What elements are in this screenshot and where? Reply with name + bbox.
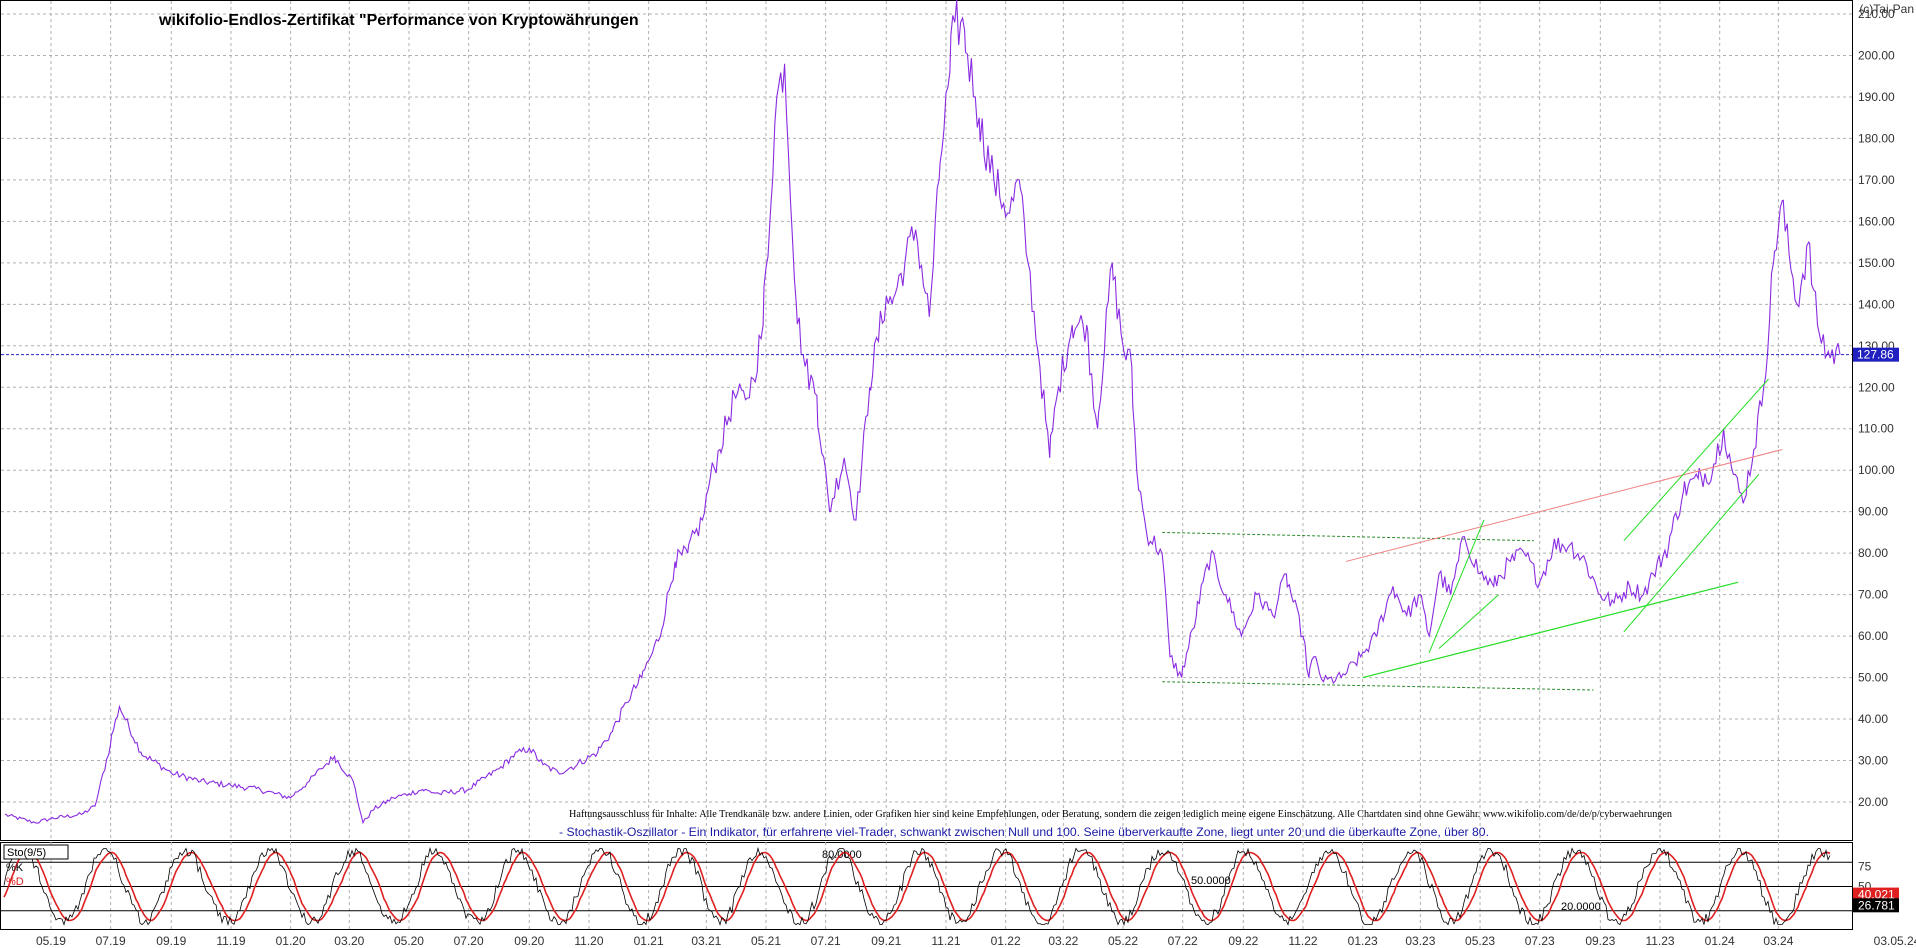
- y-tick-label: 120.00: [1858, 380, 1895, 394]
- last-price-badge: [1853, 347, 1899, 362]
- y-tick-label: 60.00: [1858, 629, 1888, 643]
- y-tick-label: 140.00: [1858, 297, 1895, 311]
- x-tick-label: 11.22: [1288, 934, 1317, 948]
- y-tick-label: 190.00: [1858, 90, 1895, 104]
- stochastic-title-box: [3, 844, 69, 860]
- x-tick-label: 03.22: [1048, 934, 1078, 948]
- y-tick-label: 150.00: [1858, 256, 1895, 270]
- x-tick-label: 03.21: [691, 934, 721, 948]
- short-channel-lower-line: [1438, 594, 1499, 649]
- stochastic-d-line: [3, 851, 1831, 922]
- x-tick-label: 05.20: [394, 934, 424, 948]
- x-tick-label: 07.21: [811, 934, 841, 948]
- channel-lower-line: [1162, 681, 1594, 691]
- stochastic-d-badge: [1853, 898, 1899, 913]
- x-tick-label: 03.23: [1405, 934, 1435, 948]
- stochastic-d-value: 26.781: [1858, 898, 1895, 912]
- x-tick-label: 11.23: [1645, 934, 1674, 948]
- x-tick-label: 01.22: [991, 934, 1021, 948]
- support-trend-line: [1362, 581, 1739, 679]
- stochastic-level-50-label: 50.0000: [1191, 875, 1231, 887]
- y-tick-label: 170.00: [1858, 173, 1895, 187]
- y-tick-label: 90.00: [1858, 505, 1888, 519]
- x-tick-label: 09.22: [1228, 934, 1258, 948]
- chart-title: wikifolio-Endlos-Zertifikat "Performance…: [158, 12, 639, 29]
- y-tick-label: 180.00: [1858, 131, 1895, 145]
- stochastic-k-legend: %K: [6, 862, 24, 874]
- x-tick-label: 07.23: [1525, 934, 1555, 948]
- x-tick-label: 03.20: [334, 934, 364, 948]
- x-tick-label: 01.24: [1705, 934, 1735, 948]
- rising-channel-lower-line: [1623, 474, 1760, 633]
- x-tick-label: 03.24: [1763, 934, 1793, 948]
- x-end-date-label: 03.05.24: [1874, 934, 1916, 948]
- x-tick-label: 01.23: [1348, 934, 1378, 948]
- y-tick-label: 40.00: [1858, 712, 1888, 726]
- x-tick-label: 09.20: [514, 934, 544, 948]
- x-tick-label: 09.21: [871, 934, 901, 948]
- stochastic-title: Sto(9/5): [7, 847, 46, 859]
- x-tick-label: 01.20: [276, 934, 306, 948]
- y-tick-label: 110.00: [1858, 422, 1894, 436]
- x-tick-label: 05.19: [36, 934, 66, 948]
- x-tick-label: 05.23: [1465, 934, 1495, 948]
- price-series-line: [4, 0, 1841, 825]
- channel-upper-line: [1162, 531, 1534, 542]
- x-tick-label: 07.22: [1168, 934, 1198, 948]
- last-price-label: 127.86: [1857, 348, 1894, 362]
- x-tick-label: 11.21: [931, 934, 960, 948]
- stochastic-level-20-label: 20.0000: [1561, 901, 1601, 913]
- x-tick-label: 11.19: [216, 934, 245, 948]
- x-tick-label: 09.19: [156, 934, 186, 948]
- disclaimer-text: Haftungsausschluss für Inhalte: Alle Tre…: [569, 809, 1673, 820]
- x-tick-label: 01.21: [634, 934, 664, 948]
- y-tick-label: 80.00: [1858, 546, 1888, 560]
- copyright-label: (c)Tai-Pan: [1859, 2, 1914, 16]
- x-tick-label: 05.22: [1108, 934, 1138, 948]
- x-tick-label: 07.20: [454, 934, 484, 948]
- stochastic-d-legend: %D: [6, 876, 24, 888]
- stochastic-k-badge: [1853, 887, 1899, 902]
- short-channel-upper-line: [1428, 519, 1485, 653]
- stochastic-description: - Stochastik-Oszillator - Ein Indikator,…: [559, 825, 1489, 839]
- y-tick-label: 200.00: [1858, 48, 1895, 62]
- resistance-trend-line: [1345, 448, 1783, 562]
- x-tick-label: 09.23: [1585, 934, 1615, 948]
- x-tick-label: 11.20: [574, 934, 603, 948]
- rising-channel-upper-line: [1623, 378, 1769, 542]
- y-tick-label: 30.00: [1858, 754, 1888, 768]
- x-tick-label: 07.19: [96, 934, 126, 948]
- stochastic-y-tick: 75: [1858, 859, 1872, 873]
- y-tick-label: 20.00: [1858, 795, 1888, 809]
- price-panel-frame: [0, 0, 1853, 841]
- stochastic-k-value: 40.021: [1858, 888, 1895, 902]
- stochastic-panel-frame: [0, 842, 1853, 930]
- y-tick-label: 50.00: [1858, 671, 1888, 685]
- y-tick-label: 210.00: [1858, 7, 1895, 21]
- y-tick-label: 70.00: [1858, 588, 1888, 602]
- y-tick-label: 160.00: [1858, 214, 1895, 228]
- y-tick-label: 100.00: [1858, 463, 1895, 477]
- x-tick-label: 05.21: [751, 934, 781, 948]
- stochastic-k-line: [3, 846, 1831, 927]
